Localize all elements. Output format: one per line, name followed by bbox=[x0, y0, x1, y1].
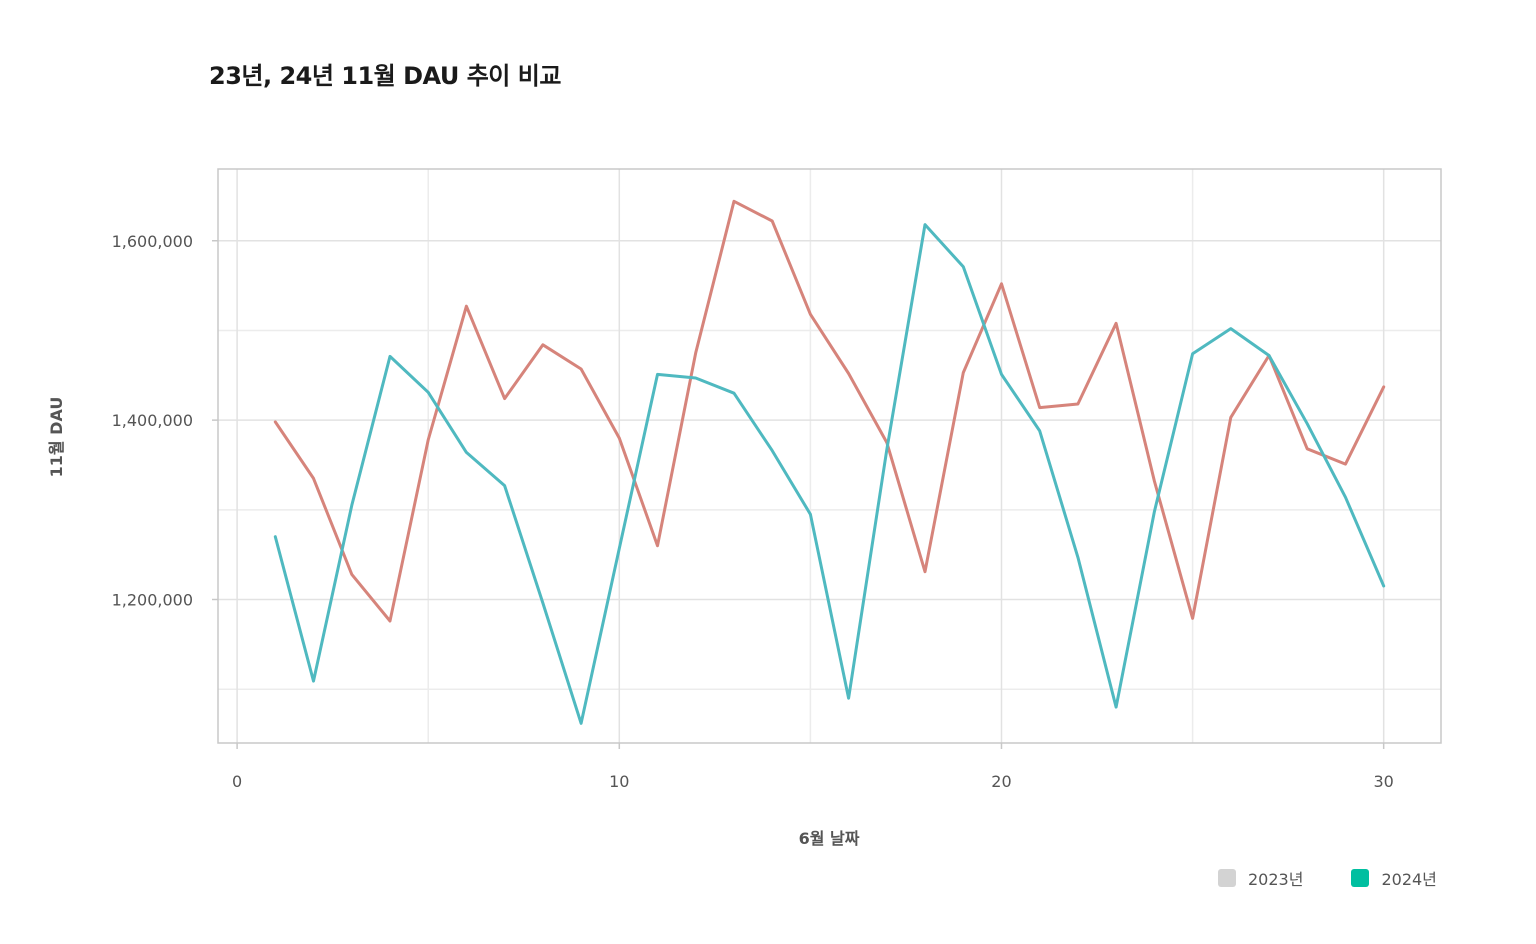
x-tick-label: 0 bbox=[232, 772, 242, 791]
chart-title: 23년, 24년 11월 DAU 추이 비교 bbox=[209, 62, 561, 90]
legend-swatch-2024 bbox=[1351, 869, 1370, 887]
legend-label-2024: 2024년 bbox=[1381, 870, 1437, 889]
series-line-1 bbox=[273, 199, 1386, 623]
y-axis-title: 11월 DAU bbox=[47, 397, 66, 478]
series-line-2 bbox=[273, 223, 1386, 725]
x-tick-label: 10 bbox=[609, 772, 629, 791]
y-tick-label: 1,400,000 bbox=[112, 411, 193, 430]
y-tick-label: 1,600,000 bbox=[112, 232, 193, 251]
legend-item-2024[interactable]: 2024년 bbox=[1351, 866, 1437, 890]
plot-frame bbox=[217, 168, 1442, 744]
legend: 2023년 2024년 bbox=[1218, 866, 1437, 890]
legend-label-2023: 2023년 bbox=[1248, 870, 1304, 889]
x-tick-label: 20 bbox=[991, 772, 1011, 791]
x-tick-label: 30 bbox=[1373, 772, 1393, 791]
legend-item-2023[interactable]: 2023년 bbox=[1218, 866, 1303, 890]
x-axis-title: 6월 날짜 bbox=[799, 829, 860, 848]
legend-swatch-2023 bbox=[1218, 869, 1236, 887]
y-tick-label: 1,200,000 bbox=[112, 591, 193, 610]
